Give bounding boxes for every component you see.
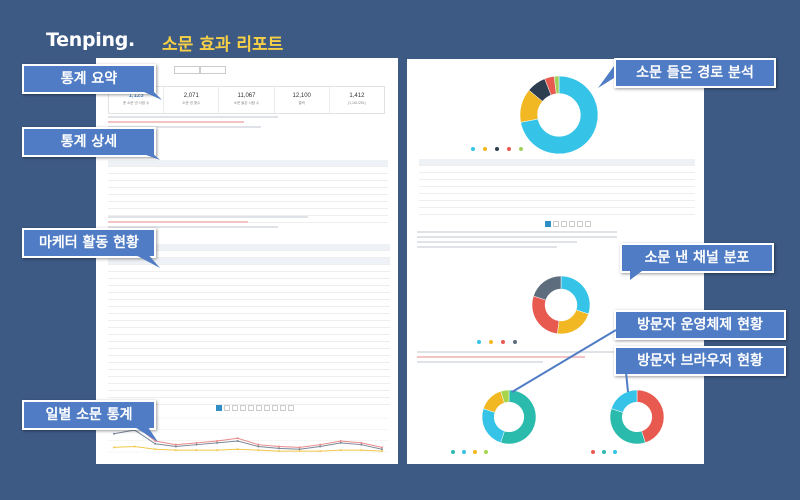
- route-table: [419, 159, 695, 215]
- daily-point-2-11: [339, 449, 342, 452]
- daily-point-1-8: [277, 447, 280, 450]
- channel-slice-0: [560, 275, 591, 315]
- browser-slice-1: [609, 408, 646, 445]
- browser-donut-chart: [609, 389, 665, 445]
- daily-series-line-1: [113, 429, 383, 450]
- pagination[interactable]: [216, 405, 294, 411]
- daily-point-1-12: [360, 443, 363, 446]
- callout-detail: 통계 상세: [22, 127, 156, 157]
- stat-listeners: 11,067 소문 들은 사람 수: [219, 87, 275, 113]
- os-slice-3: [500, 389, 510, 404]
- daily-point-1-6: [236, 440, 239, 443]
- route-slice-0: [520, 75, 599, 155]
- daily-point-1-9: [298, 448, 301, 451]
- daily-point-2-6: [236, 448, 239, 451]
- daily-point-1-10: [319, 445, 322, 448]
- tenping-logo: Tenping.: [46, 29, 135, 51]
- daily-point-0-3: [174, 443, 177, 446]
- daily-point-1-3: [174, 445, 177, 448]
- detail-notes: [108, 216, 308, 231]
- daily-point-2-8: [277, 450, 280, 453]
- os-legend: [447, 450, 489, 455]
- daily-point-2-4: [195, 449, 198, 452]
- daily-point-0-13: [381, 446, 383, 449]
- browser-legend: [587, 450, 618, 455]
- callout-summary: 통계 요약: [22, 64, 156, 94]
- daily-point-1-7: [257, 445, 260, 448]
- daily-point-0-2: [154, 440, 157, 443]
- route-legend: [467, 147, 524, 152]
- daily-point-2-5: [216, 449, 219, 452]
- stat-extra: 1,412 (1,161/251): [347, 93, 366, 105]
- daily-series-line-0: [113, 424, 383, 448]
- daily-point-0-9: [298, 446, 301, 449]
- daily-point-0-10: [319, 443, 322, 446]
- daily-point-2-0: [113, 446, 115, 449]
- route-notes: [417, 231, 617, 251]
- callout-os: 방문자 운영체제 현황: [614, 310, 786, 340]
- callout-marketer: 마케터 활동 현황: [22, 228, 156, 258]
- os-slice-1: [481, 408, 505, 443]
- daily-point-2-2: [154, 448, 157, 451]
- daily-point-1-13: [381, 448, 383, 451]
- os-donut-chart: [481, 389, 537, 445]
- daily-point-2-3: [174, 449, 177, 452]
- daily-point-1-2: [154, 442, 157, 445]
- daily-series-line-2: [113, 446, 383, 452]
- daily-point-2-13: [381, 450, 383, 453]
- daily-point-0-11: [339, 440, 342, 443]
- daily-point-1-4: [195, 443, 198, 446]
- daily-point-2-12: [360, 449, 363, 452]
- browser-slice-2: [611, 389, 638, 413]
- summary-notes: [108, 116, 278, 131]
- daily-point-1-11: [339, 441, 342, 444]
- report-title: 소문 효과 리포트: [162, 35, 284, 55]
- daily-point-0-5: [216, 440, 219, 443]
- channel-slice-1: [557, 309, 589, 335]
- start-date-input[interactable]: [174, 66, 200, 74]
- daily-point-2-1: [133, 445, 136, 448]
- callout-daily: 일별 소문 통계: [22, 400, 156, 430]
- route-pagination[interactable]: [545, 221, 591, 227]
- daily-point-2-10: [319, 450, 322, 453]
- detail-table: [108, 160, 388, 223]
- os-slice-2: [483, 391, 505, 413]
- route-donut-chart: [519, 75, 599, 155]
- daily-point-0-4: [195, 441, 198, 444]
- callout-browser: 방문자 브라우저 현황: [614, 346, 786, 376]
- daily-point-2-9: [298, 450, 301, 453]
- channel-legend: [473, 340, 518, 345]
- daily-point-2-7: [257, 449, 260, 452]
- channel-donut-chart: [531, 275, 591, 335]
- daily-point-0-7: [257, 443, 260, 446]
- daily-point-0-8: [277, 445, 280, 448]
- end-date-input[interactable]: [200, 66, 226, 74]
- os-slice-0: [500, 389, 537, 445]
- marketer-table: [108, 244, 390, 405]
- callout-channel: 소문 낸 채널 분포: [620, 243, 774, 273]
- daily-point-1-5: [216, 441, 219, 444]
- route-slice-4: [553, 75, 560, 94]
- stat-clicks: 12,100 클릭: [275, 87, 330, 113]
- left-report-panel: [96, 58, 398, 464]
- daily-point-1-0: [113, 432, 115, 435]
- callout-route: 소문 들은 경로 분석: [614, 58, 776, 88]
- channel-slice-2: [531, 295, 560, 335]
- daily-point-0-6: [236, 437, 239, 440]
- channel-notes: [417, 351, 627, 366]
- stat-shares: 2,071 소문 낸 횟수: [164, 87, 220, 113]
- channel-slice-3: [533, 275, 562, 301]
- daily-point-0-12: [360, 441, 363, 444]
